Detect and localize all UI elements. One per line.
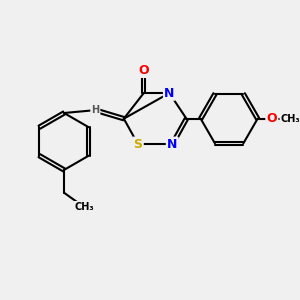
Text: N: N: [167, 138, 177, 151]
Text: CH₃: CH₃: [280, 114, 300, 124]
Text: N: N: [164, 87, 175, 100]
Text: H: H: [91, 105, 99, 115]
Text: S: S: [134, 138, 142, 151]
Text: CH₃: CH₃: [74, 202, 94, 212]
Text: O: O: [266, 112, 277, 125]
Text: O: O: [138, 64, 149, 77]
